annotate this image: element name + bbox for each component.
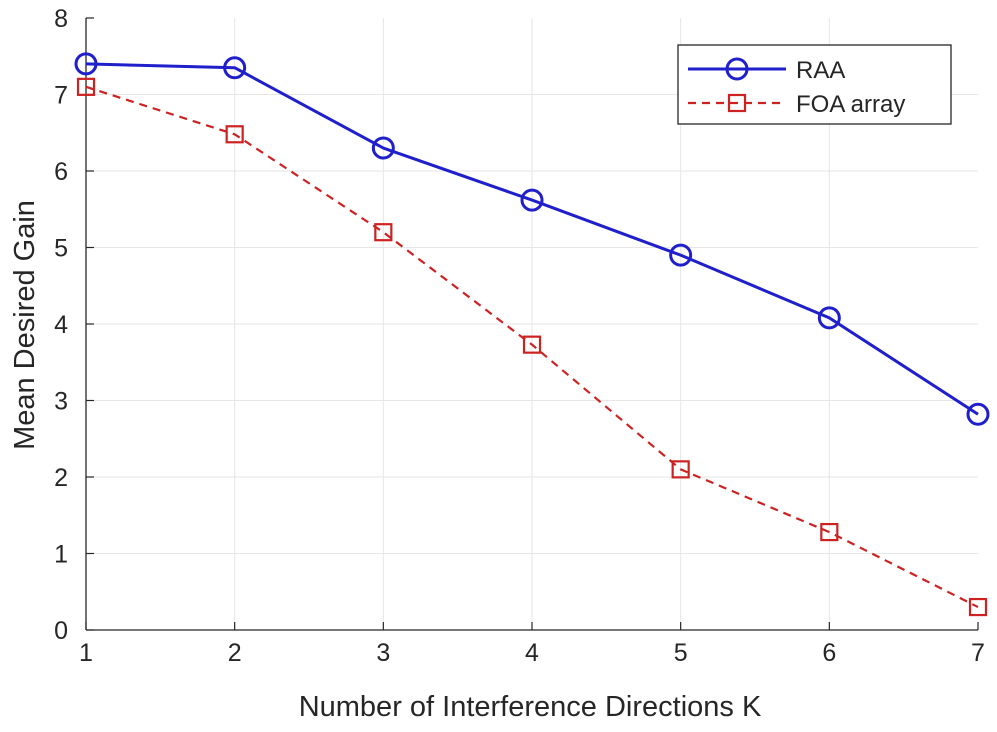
y-tick-label-4: 4 — [54, 311, 68, 339]
x-tick-label-4: 4 — [525, 639, 539, 667]
data-point-raa-3 — [371, 136, 395, 160]
legend-marker-foa — [727, 93, 747, 113]
data-point-raa-2 — [223, 56, 247, 80]
legend-marker-raa — [725, 57, 749, 81]
data-point-foa-array-6 — [820, 522, 839, 542]
data-point-raa-6 — [817, 306, 841, 330]
legend-label-foa: FOA array — [796, 91, 905, 118]
data-point-foa-array-1 — [76, 77, 96, 96]
data-point-foa-array-7 — [968, 597, 988, 617]
x-tick-label-5: 5 — [674, 639, 688, 667]
series-line-raa — [85, 62, 979, 416]
series-line-foa-array — [85, 85, 979, 609]
y-tick-label-7: 7 — [54, 82, 68, 110]
axes — [85, 17, 979, 631]
data-point-foa-array-4 — [522, 335, 542, 354]
y-tick-label-6: 6 — [54, 158, 68, 186]
y-tick-label-5: 5 — [54, 235, 68, 263]
data-point-foa-array-5 — [671, 460, 690, 479]
x-tick-label-6: 6 — [822, 639, 836, 667]
x-axis-label: Number of Interference Directions K — [299, 691, 762, 723]
grid — [86, 18, 978, 630]
legend-box — [677, 44, 952, 125]
x-tick-label-3: 3 — [376, 639, 390, 667]
series-layer — [74, 52, 990, 617]
data-point-raa-7 — [966, 402, 990, 426]
y-tick-label-2: 2 — [54, 464, 68, 492]
x-tick-label-7: 7 — [971, 639, 985, 667]
legend: RAA FOA array — [677, 44, 952, 125]
legend-label-raa: RAA — [796, 57, 845, 84]
y-tick-label-0: 0 — [54, 617, 68, 645]
data-point-raa-1 — [74, 52, 98, 76]
data-point-foa-array-3 — [374, 223, 393, 242]
y-tick-label-3: 3 — [54, 388, 68, 416]
x-tick-label-1: 1 — [79, 639, 93, 667]
data-point-raa-4 — [520, 188, 544, 212]
data-point-foa-array-2 — [225, 125, 244, 144]
x-tick-label-2: 2 — [228, 639, 242, 667]
y-tick-label-8: 8 — [54, 5, 68, 33]
y-axis-label: Mean Desired Gain — [9, 200, 41, 450]
data-point-raa-5 — [669, 243, 693, 267]
y-tick-label-1: 1 — [54, 541, 68, 569]
